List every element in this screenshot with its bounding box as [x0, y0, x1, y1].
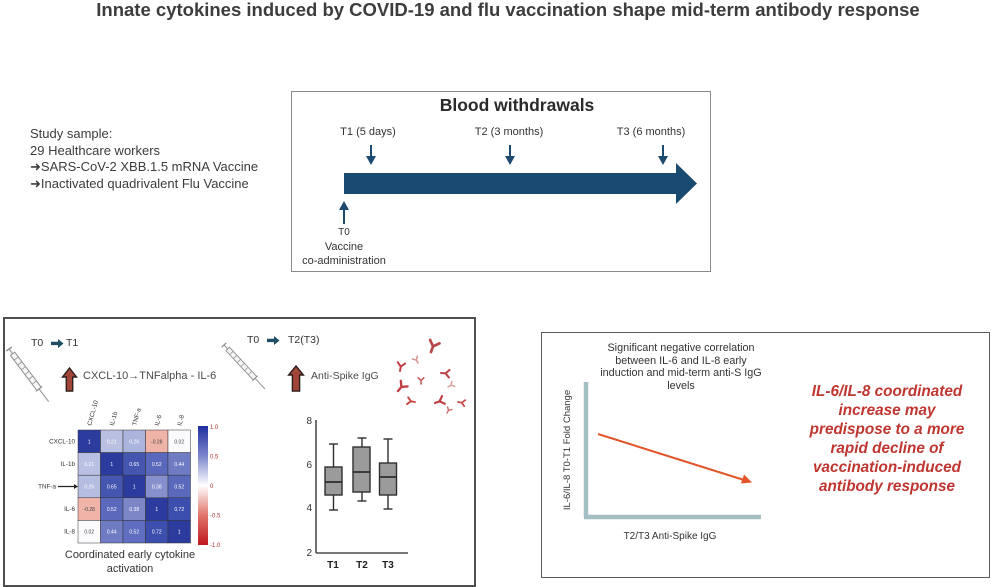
svg-text:0.44: 0.44 [107, 530, 117, 536]
svg-text:T2/T3 Anti-Spike IgG: T2/T3 Anti-Spike IgG [624, 531, 717, 542]
svg-text:T1: T1 [327, 560, 339, 571]
svg-text:T0: T0 [338, 227, 350, 238]
svg-text:0.38: 0.38 [152, 485, 162, 491]
svg-text:0.52: 0.52 [174, 485, 184, 491]
svg-text:CXCL-10→TNFalpha - IL-6: CXCL-10→TNFalpha - IL-6 [83, 370, 216, 382]
svg-text:0.65: 0.65 [107, 485, 117, 491]
svg-text:antibody response: antibody response [819, 478, 955, 495]
svg-text:IL-1b: IL-1b [61, 461, 76, 468]
svg-text:0.52: 0.52 [152, 462, 162, 468]
svg-text:T1: T1 [66, 337, 78, 349]
svg-text:0.5: 0.5 [210, 455, 219, 461]
svg-text:T2(T3): T2(T3) [288, 334, 320, 346]
svg-text:predispose to a more: predispose to a more [809, 421, 965, 438]
svg-text:0: 0 [210, 484, 214, 490]
svg-text:0.26: 0.26 [129, 439, 139, 445]
svg-text:4: 4 [306, 503, 312, 514]
svg-text:0.21: 0.21 [107, 439, 117, 445]
svg-text:IL-8: IL-8 [176, 414, 186, 427]
svg-text:0.52: 0.52 [107, 507, 117, 513]
svg-text:IL-6: IL-6 [64, 506, 75, 513]
svg-text:0.44: 0.44 [174, 462, 184, 468]
svg-text:0.65: 0.65 [129, 462, 139, 468]
svg-text:CXCL-10: CXCL-10 [49, 438, 75, 445]
svg-text:IL-8: IL-8 [64, 529, 75, 536]
svg-text:1: 1 [155, 507, 158, 513]
svg-text:0.52: 0.52 [129, 530, 139, 536]
svg-text:0.26: 0.26 [84, 485, 94, 491]
svg-text:activation: activation [107, 563, 153, 575]
svg-text:TNF-a: TNF-a [38, 484, 56, 491]
svg-text:-0.28: -0.28 [151, 439, 163, 445]
svg-text:Vaccine: Vaccine [325, 241, 363, 253]
svg-text:T0: T0 [31, 337, 43, 349]
svg-text:IL-6/IL-8 coordinated: IL-6/IL-8 coordinated [812, 383, 963, 400]
svg-text:1.0: 1.0 [210, 425, 219, 431]
svg-text:T2: T2 [356, 560, 368, 571]
svg-text:T3: T3 [382, 560, 394, 571]
svg-text:T0: T0 [247, 334, 259, 346]
svg-text:increase may: increase may [839, 402, 937, 419]
svg-text:CXCL-10: CXCL-10 [86, 399, 100, 426]
svg-text:Coordinated early cytokine: Coordinated early cytokine [65, 549, 195, 561]
svg-text:0.21: 0.21 [84, 462, 94, 468]
svg-text:1: 1 [178, 530, 181, 536]
svg-text:IL-1b: IL-1b [109, 410, 120, 426]
svg-text:2: 2 [306, 548, 312, 559]
svg-text:vaccination-induced: vaccination-induced [813, 459, 962, 476]
svg-text:1: 1 [88, 439, 91, 445]
svg-text:1: 1 [133, 485, 136, 491]
svg-text:rapid decline of: rapid decline of [830, 440, 945, 457]
svg-text:IL-6: IL-6 [154, 414, 164, 427]
svg-text:co-administration: co-administration [302, 255, 386, 267]
svg-text:0.72: 0.72 [152, 530, 162, 536]
svg-text:1: 1 [110, 462, 113, 468]
svg-text:6: 6 [306, 460, 312, 471]
svg-text:TNF-a: TNF-a [131, 407, 143, 427]
svg-text:8: 8 [306, 416, 312, 427]
svg-text:-1.0: -1.0 [210, 543, 221, 549]
svg-text:0.02: 0.02 [174, 439, 184, 445]
svg-text:-0.5: -0.5 [210, 514, 221, 520]
svg-text:Anti-Spike IgG: Anti-Spike IgG [311, 370, 379, 382]
svg-text:-0.28: -0.28 [84, 507, 96, 513]
svg-text:0.38: 0.38 [129, 507, 139, 513]
svg-text:IL-6/IL-8 T0-T1 Fold Change: IL-6/IL-8 T0-T1 Fold Change [562, 390, 573, 510]
svg-text:0.02: 0.02 [84, 530, 94, 536]
svg-text:0.72: 0.72 [174, 507, 184, 513]
